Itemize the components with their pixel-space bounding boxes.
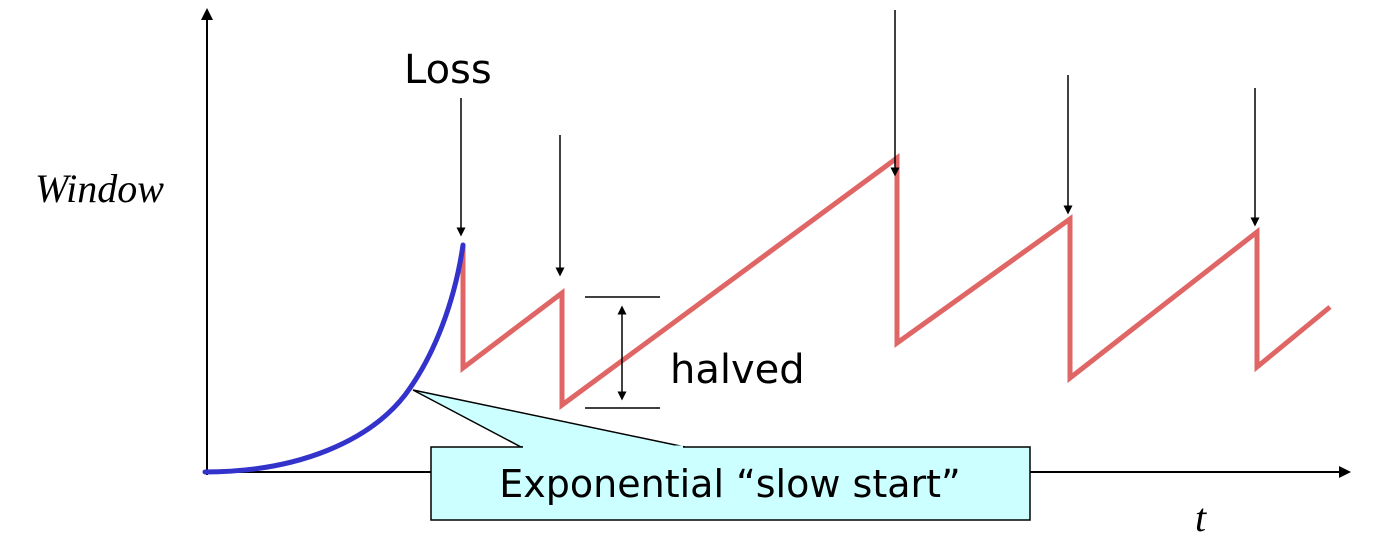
callout-pointer: [412, 389, 686, 448]
slow-start-curve: [202, 242, 466, 475]
sawtooth-window-line: [460, 153, 1332, 410]
x-axis-label: t: [1195, 495, 1207, 540]
loss-label: Loss: [404, 47, 492, 93]
callout-box: [430, 446, 1031, 521]
y-axis-label: Window: [35, 166, 164, 211]
halved-label: halved: [670, 347, 805, 393]
slow-start-callout: Exponential “slow start”: [412, 389, 1031, 521]
callout-label: Exponential “slow start”: [499, 462, 960, 506]
